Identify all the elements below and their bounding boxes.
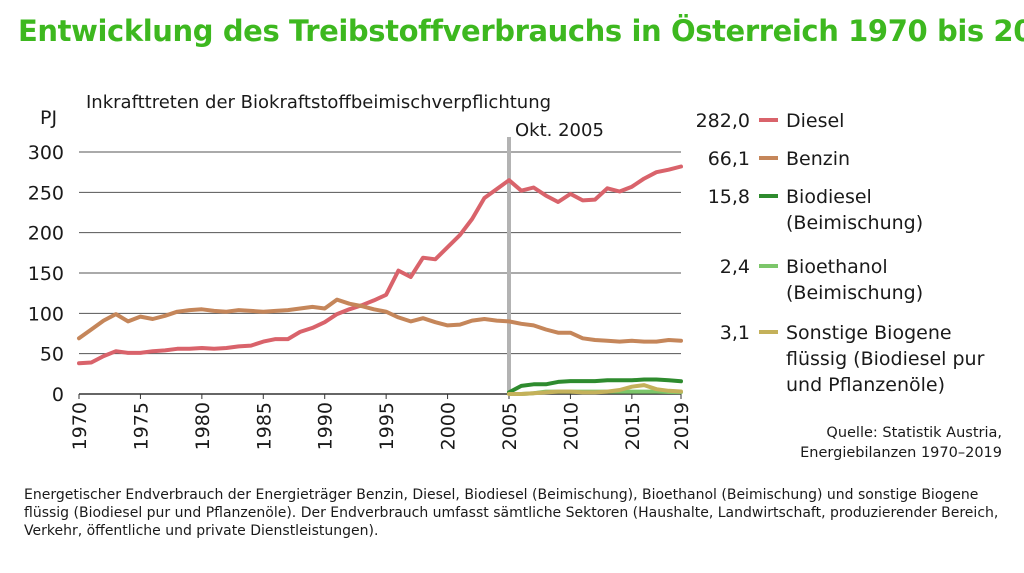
y-axis-label: PJ bbox=[40, 107, 57, 129]
y-tick-label-0: 0 bbox=[52, 384, 64, 406]
chart-title: Entwicklung des Treibstoffverbrauchs in … bbox=[18, 14, 1024, 48]
y-tick-label-300: 300 bbox=[28, 142, 64, 164]
series-line-1 bbox=[77, 297, 683, 344]
legend-value-4: 3,1 bbox=[720, 322, 750, 344]
x-tick-label-1975: 1975 bbox=[130, 402, 152, 450]
x-tick-label-1985: 1985 bbox=[253, 402, 275, 450]
source-line-1: Energiebilanzen 1970–2019 bbox=[800, 445, 1002, 461]
legend: 282,0 Diesel 66,1 Benzin 15,8 Biodiesel (Beimi… bbox=[696, 110, 985, 396]
legend-label-3-0: Bioethanol bbox=[786, 256, 888, 278]
series-line-0 bbox=[77, 164, 683, 366]
y-tick-label-50: 50 bbox=[40, 344, 64, 366]
x-tick-labels: 1970 1975 1980 1985 1990 1995 2000 2005 2010 2015… bbox=[69, 394, 693, 450]
y-tick-label-200: 200 bbox=[28, 223, 64, 245]
legend-label-0-0: Diesel bbox=[786, 110, 844, 132]
legend-label-4-2: und Pflanzenöle) bbox=[786, 374, 945, 396]
legend-value-2: 15,8 bbox=[708, 186, 750, 208]
legend-label-4-1: flüssig (Biodiesel pur bbox=[786, 348, 985, 370]
legend-value-1: 66,1 bbox=[708, 148, 750, 170]
footnote: Energetischer Endverbrauch der Energietr… bbox=[24, 487, 999, 539]
y-tick-label-150: 150 bbox=[28, 263, 64, 285]
series-lines bbox=[77, 164, 683, 396]
source-credit: Quelle: Statistik Austria, Energiebilanze… bbox=[800, 425, 1002, 461]
x-tick-label-2015: 2015 bbox=[622, 402, 644, 450]
legend-label-3-1: (Beimischung) bbox=[786, 282, 923, 304]
legend-label-2-1: (Beimischung) bbox=[786, 212, 923, 234]
legend-label-1-0: Benzin bbox=[786, 148, 850, 170]
legend-label-4-0: Sonstige Biogene bbox=[786, 322, 952, 344]
series-line-2 bbox=[507, 377, 683, 395]
series-line-4 bbox=[507, 383, 683, 396]
x-tick-label-2005: 2005 bbox=[499, 402, 521, 450]
x-tick-label-1990: 1990 bbox=[315, 402, 337, 450]
y-tick-label-250: 250 bbox=[28, 182, 64, 204]
y-tick-label-100: 100 bbox=[28, 303, 64, 325]
x-tick-label-2000: 2000 bbox=[438, 402, 460, 450]
source-line-0: Quelle: Statistik Austria, bbox=[826, 425, 1002, 441]
x-tick-label-1970: 1970 bbox=[69, 402, 91, 450]
x-tick-label-1980: 1980 bbox=[192, 402, 214, 450]
legend-label-2-0: Biodiesel bbox=[786, 186, 872, 208]
y-tick-labels: 0 50 100 150 200 250 300 bbox=[28, 142, 64, 406]
x-tick-label-2010: 2010 bbox=[560, 402, 582, 450]
legend-value-3: 2,4 bbox=[720, 256, 750, 278]
annotation-text: Inkrafttreten der Biokraftstoffbeimischv… bbox=[86, 92, 551, 113]
x-tick-label-1995: 1995 bbox=[376, 402, 398, 450]
annotation-date: Okt. 2005 bbox=[515, 120, 604, 141]
grid-lines bbox=[79, 151, 681, 395]
legend-value-0: 282,0 bbox=[696, 110, 750, 132]
x-tick-label-2019: 2019 bbox=[671, 402, 693, 450]
